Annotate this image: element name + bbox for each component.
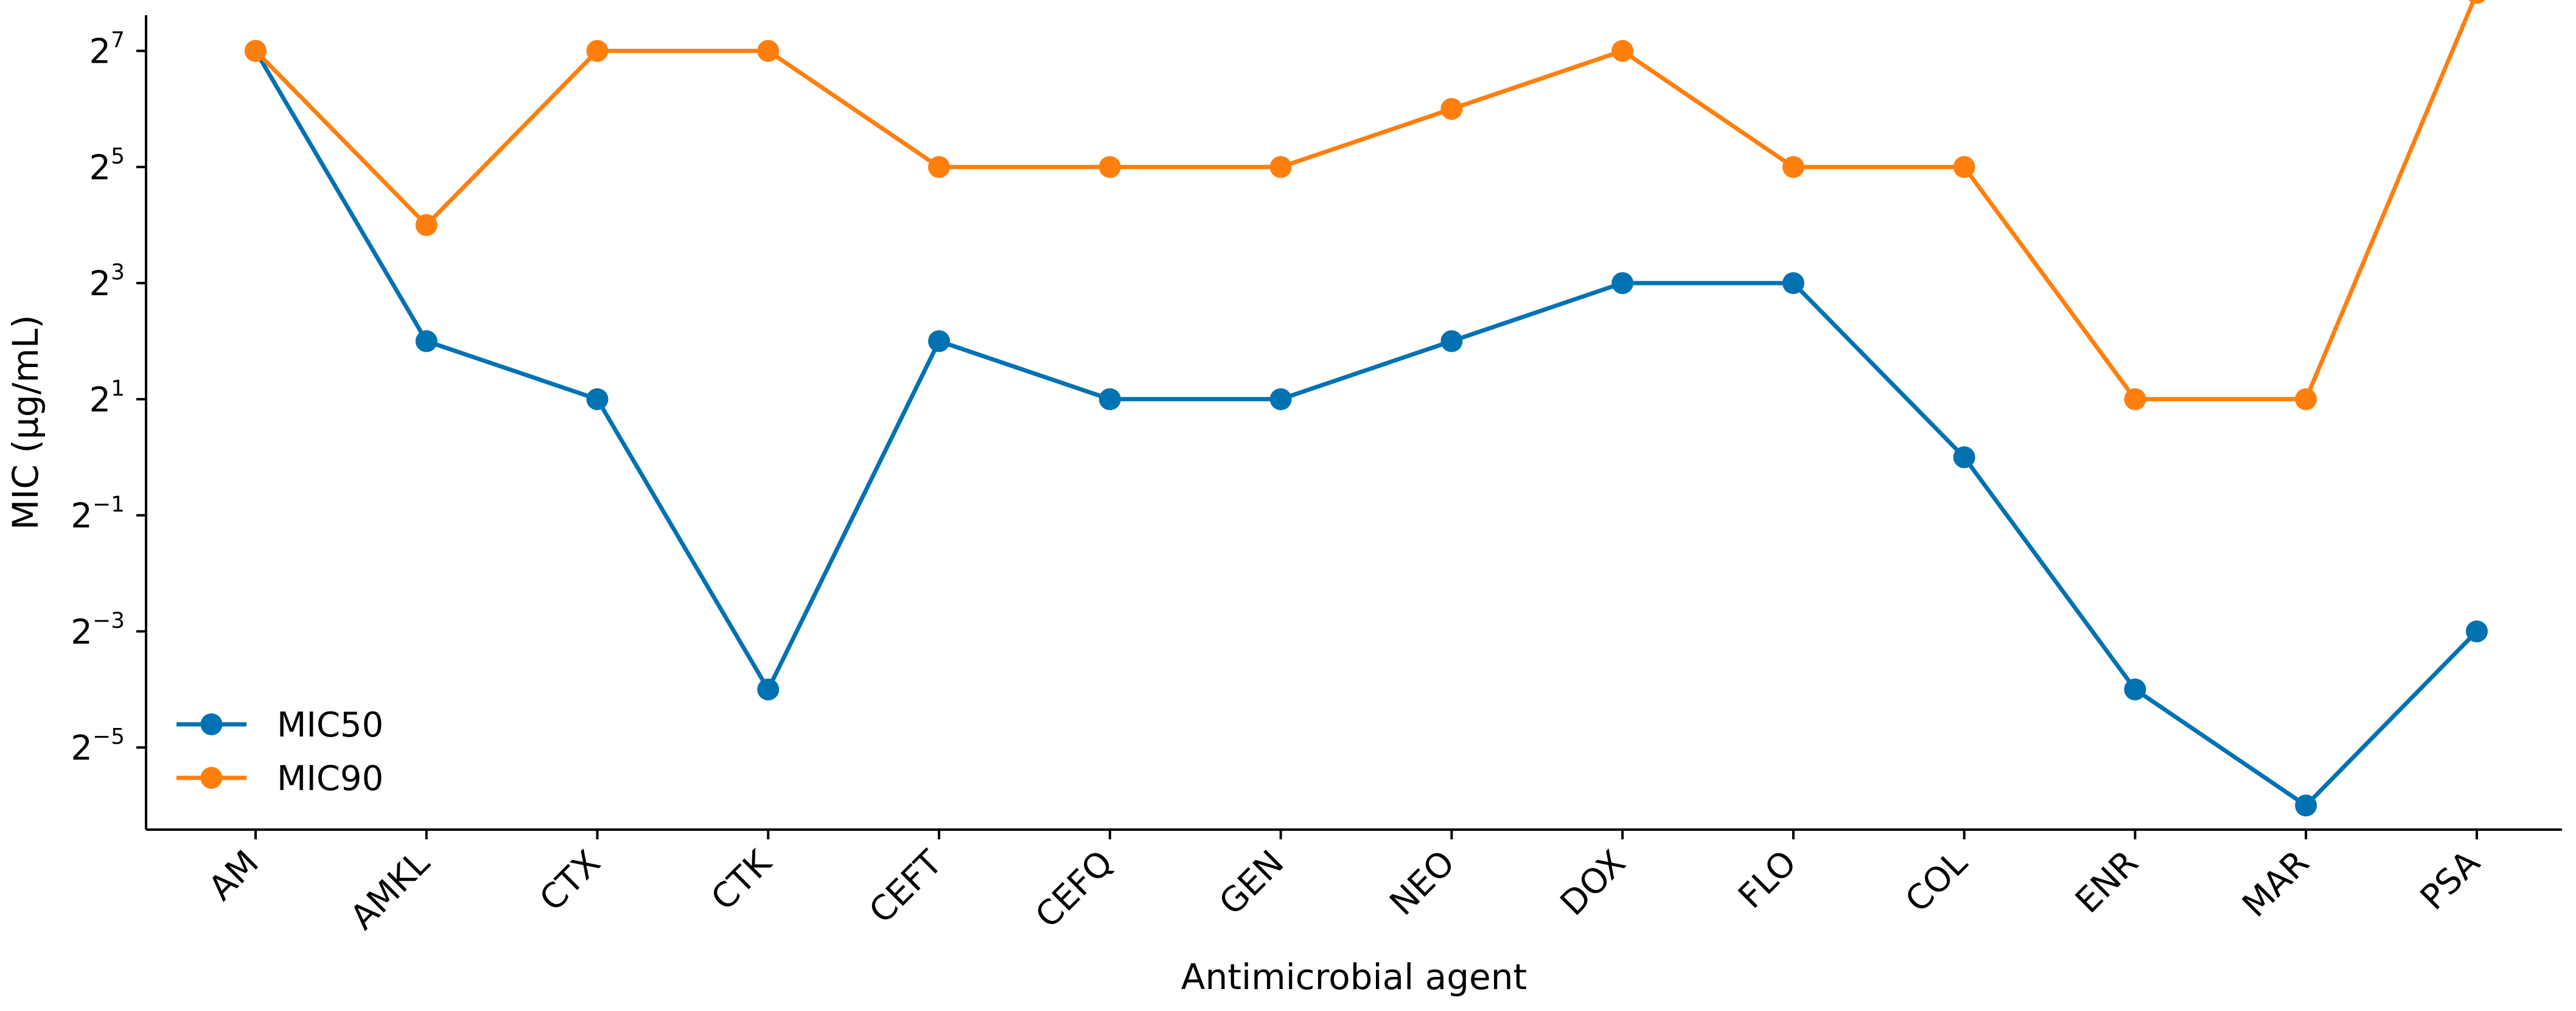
y-tick-label: 23 [89,260,125,304]
data-point-mic90 [1269,156,1292,178]
y-tick-exponent: −5 [92,724,125,749]
x-tick-label: DOX [1553,843,1633,923]
y-tick-exponent: −1 [92,492,125,517]
x-tick-label: AM [201,843,267,908]
legend-swatch-marker [200,767,223,789]
data-point-mic90 [2295,388,2317,410]
x-tick-label: ENR [2068,843,2146,921]
x-tick-label: MAR [2235,843,2317,925]
data-point-mic90 [245,40,267,62]
data-point-mic50 [928,330,951,352]
x-tick-label: CEFT [862,842,950,931]
legend: MIC50 MIC90 [176,705,383,799]
series-mic90 [245,0,2485,410]
legend-label: MIC90 [277,759,383,799]
y-tick-base: 2 [89,264,111,304]
y-tick-base: 2 [71,612,92,652]
data-point-mic90 [1098,156,1121,178]
y-tick-label: 27 [89,28,125,72]
data-point-mic50 [2466,620,2488,643]
y-tick-label: 21 [89,376,125,420]
data-point-mic90 [757,40,780,62]
x-tick-label: GEN [1212,843,1291,923]
x-axis-title: Antimicrobial agent [1181,956,1527,998]
y-tick-exponent: 3 [111,260,125,285]
data-point-mic50 [757,678,780,701]
data-point-mic50 [2124,678,2146,701]
x-axis-ticks: AM AMKL CTX CTK CEFT CEFQ GEN NEO DOX FLO COL ENR MA… [201,830,2488,937]
y-tick-label: 25 [89,144,125,187]
data-point-mic50 [1782,272,1804,295]
data-point-mic90 [2124,388,2146,410]
x-tick-label: AMKL [343,843,437,937]
legend-item: MIC50 [176,705,383,745]
data-point-mic50 [1440,330,1463,352]
y-tick-label: 2−3 [71,608,125,652]
y-tick-label: 2−5 [71,724,125,768]
data-point-mic50 [586,388,609,410]
x-tick-label: CEFQ [1028,843,1121,936]
y-tick-exponent: 5 [111,144,125,169]
y-tick-base: 2 [89,380,111,420]
data-point-mic90 [928,156,951,178]
series-layer [245,0,2488,817]
y-tick-exponent: 7 [111,28,125,53]
data-point-mic50 [1098,388,1121,410]
data-point-mic90 [1611,40,1634,62]
y-tick-base: 2 [89,148,111,187]
x-tick-label: FLO [1731,843,1804,917]
data-point-mic50 [1611,272,1634,295]
data-point-mic90 [1782,156,1804,178]
y-tick-label: 2−1 [71,492,125,536]
y-tick-base: 2 [71,497,92,536]
y-tick-exponent: 1 [111,376,125,401]
data-point-mic50 [1953,446,1975,469]
y-tick-base: 2 [89,32,111,72]
data-point-mic50 [1269,388,1292,410]
y-tick-base: 2 [71,729,92,768]
series-mic50 [245,40,2488,817]
x-tick-label: CTK [703,842,780,918]
x-tick-label: PSA [2413,843,2488,918]
data-point-mic90 [415,214,438,236]
data-point-mic90 [2468,0,2485,4]
data-point-mic90 [586,40,609,62]
x-tick-label: CTX [532,843,609,919]
legend-item: MIC90 [176,759,383,799]
series-line-mic50 [253,49,2479,808]
data-point-mic50 [2295,794,2317,817]
y-tick-exponent: −3 [92,608,125,633]
x-tick-label: COL [1898,843,1975,920]
data-point-mic90 [1953,156,1975,178]
x-tick-label: NEO [1383,843,1463,923]
legend-swatch-marker [200,713,223,735]
series-line-mic90 [254,0,2476,402]
data-point-mic90 [1440,97,1463,120]
y-axis-title: MIC (µg/mL) [5,315,46,530]
legend-label: MIC50 [277,705,383,745]
data-point-mic50 [415,330,438,352]
